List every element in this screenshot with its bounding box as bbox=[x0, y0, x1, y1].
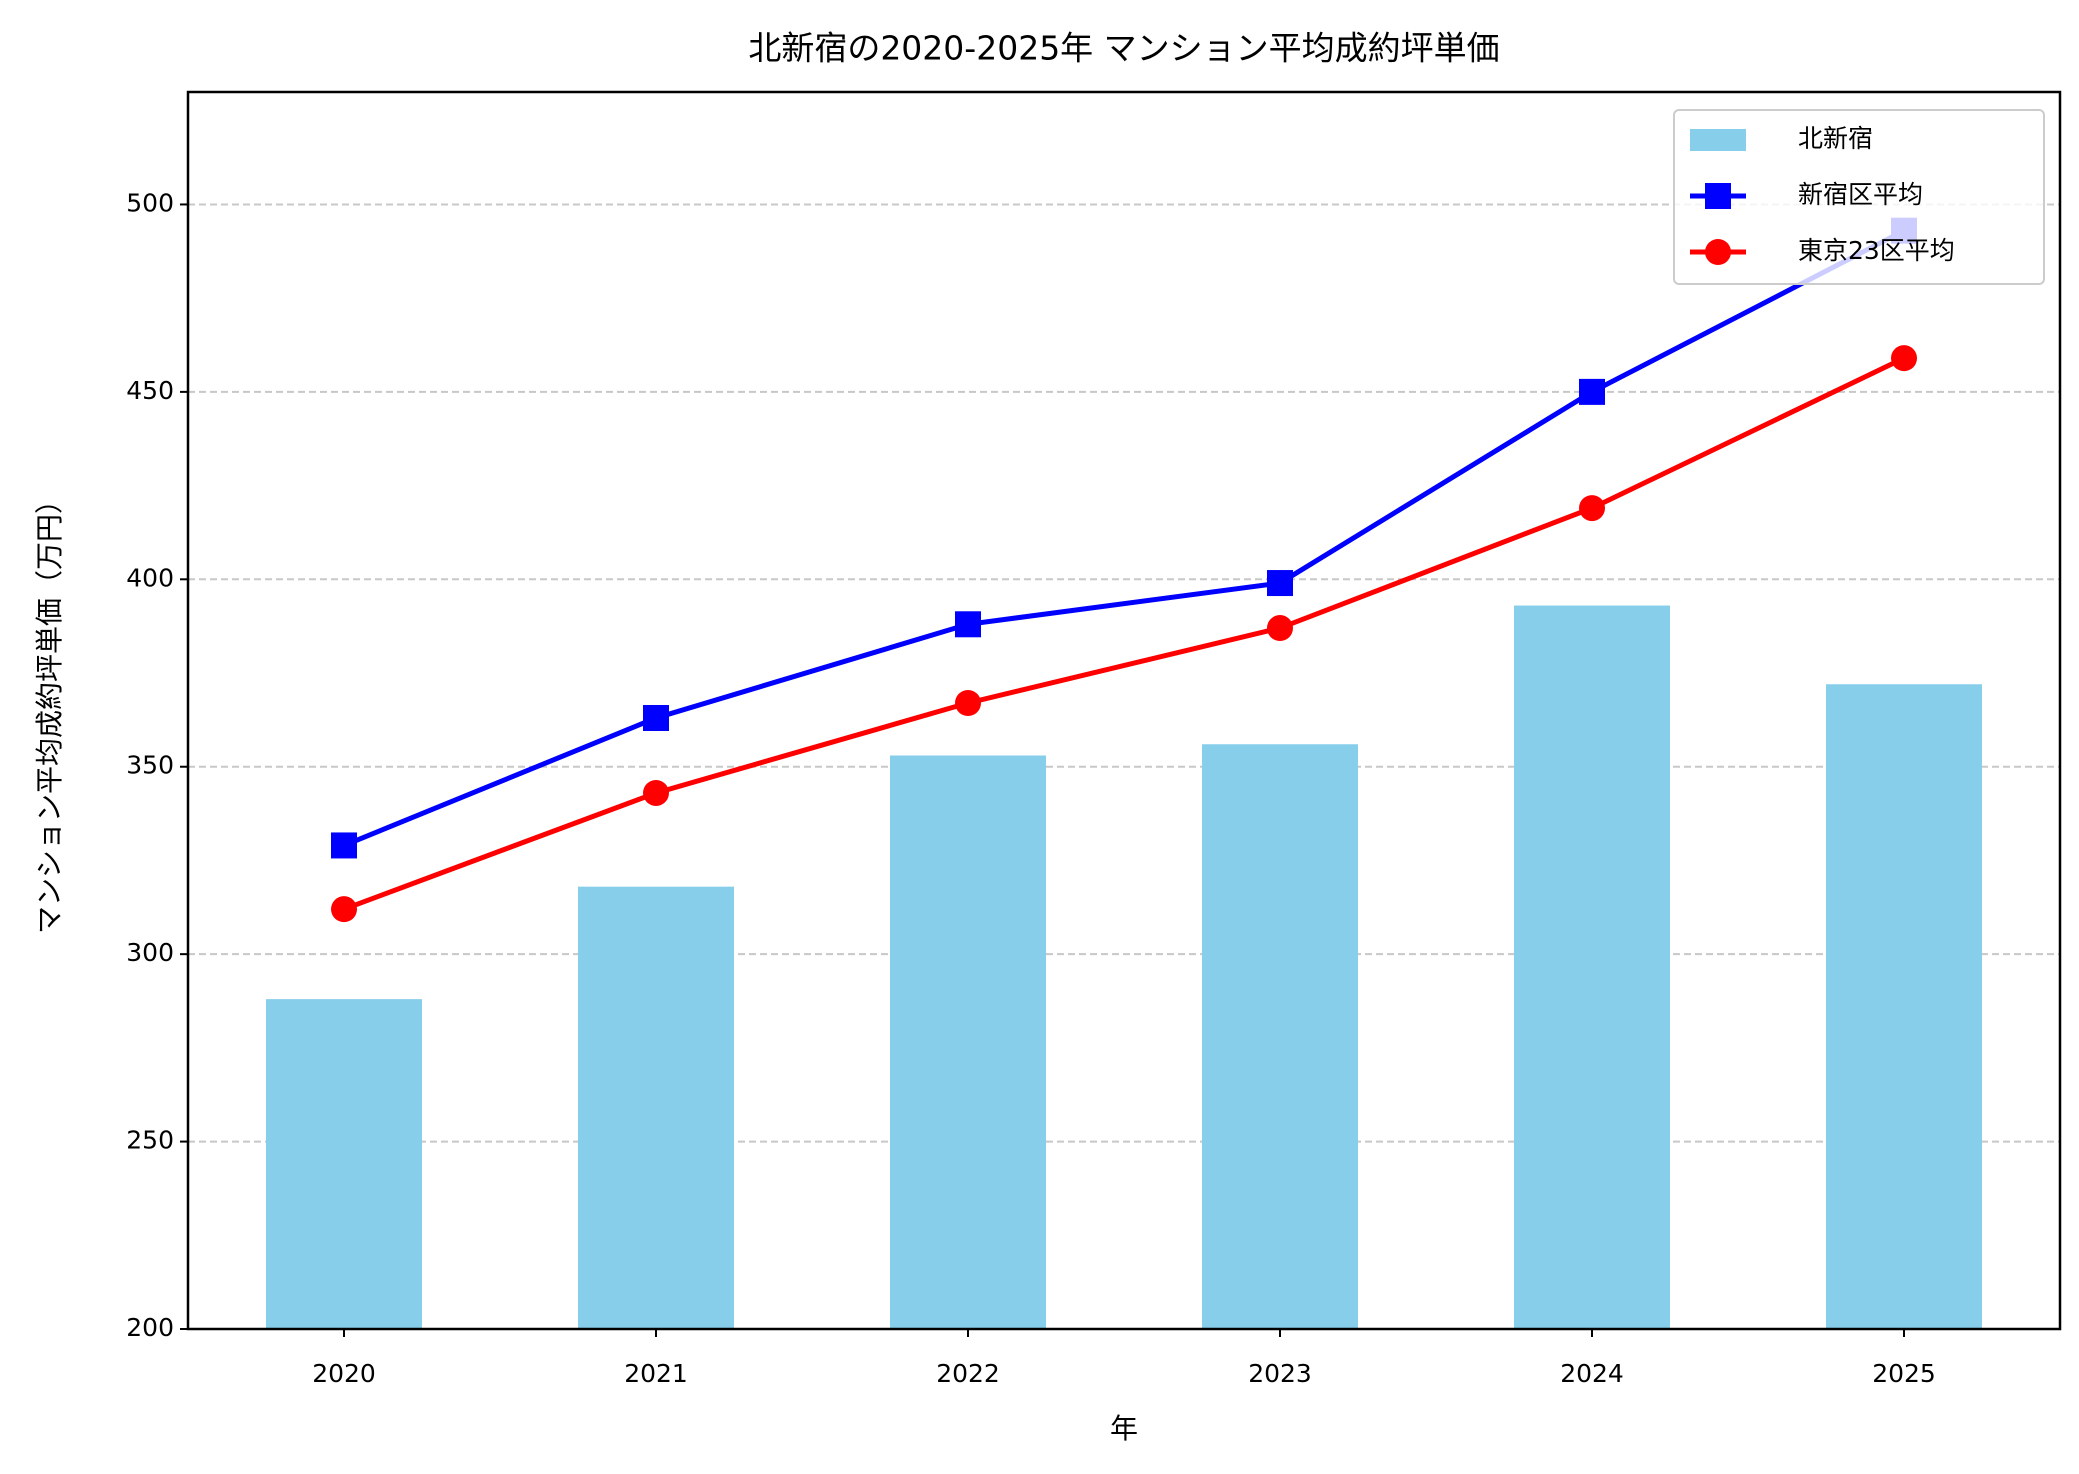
marker bbox=[1705, 239, 1731, 265]
x-tick-label: 2021 bbox=[624, 1359, 688, 1388]
y-tick-label: 250 bbox=[126, 1126, 174, 1155]
y-tick-label: 500 bbox=[126, 188, 174, 217]
legend-label: 東京23区平均 bbox=[1798, 236, 1955, 265]
legend-label: 北新宿 bbox=[1798, 124, 1873, 153]
x-tick-label: 2020 bbox=[312, 1359, 376, 1388]
bar bbox=[890, 755, 1046, 1329]
marker bbox=[643, 704, 669, 731]
marker bbox=[1579, 495, 1605, 522]
y-tick-label: 300 bbox=[126, 938, 174, 967]
legend-label: 新宿区平均 bbox=[1798, 180, 1923, 209]
y-tick-label: 200 bbox=[126, 1313, 174, 1342]
bar bbox=[1202, 744, 1358, 1329]
bar bbox=[266, 999, 422, 1329]
marker bbox=[643, 779, 669, 806]
x-tick-label: 2025 bbox=[1872, 1359, 1936, 1388]
plot-frame bbox=[186, 90, 2062, 1331]
x-tick-label: 2022 bbox=[936, 1359, 1000, 1388]
line bbox=[343, 355, 1906, 912]
x-tick-label: 2023 bbox=[1248, 1359, 1312, 1388]
bar bbox=[1514, 605, 1670, 1329]
legend-swatch bbox=[1690, 129, 1746, 151]
bar bbox=[578, 886, 734, 1329]
marker bbox=[1267, 570, 1293, 597]
legend-box bbox=[1673, 109, 2045, 285]
bar bbox=[1826, 684, 1982, 1329]
marker bbox=[1579, 378, 1605, 405]
marker bbox=[955, 611, 981, 638]
chart-title: 北新宿の2020-2025年 マンション平均成約坪単価 bbox=[748, 29, 1499, 68]
y-tick-label: 400 bbox=[126, 563, 174, 592]
y-tick-label: 350 bbox=[126, 751, 174, 780]
marker bbox=[1705, 183, 1731, 209]
marker bbox=[331, 896, 357, 923]
marker bbox=[1267, 615, 1293, 642]
line bbox=[343, 228, 1906, 848]
x-axis-label: 年 bbox=[1110, 1412, 1138, 1445]
y-axis-label: マンション平均成約坪単価（万円） bbox=[33, 486, 66, 934]
marker bbox=[331, 832, 357, 859]
x-tick-label: 2024 bbox=[1560, 1359, 1624, 1388]
marker bbox=[955, 690, 981, 717]
y-tick-label: 450 bbox=[126, 376, 174, 405]
marker bbox=[1891, 345, 1917, 372]
